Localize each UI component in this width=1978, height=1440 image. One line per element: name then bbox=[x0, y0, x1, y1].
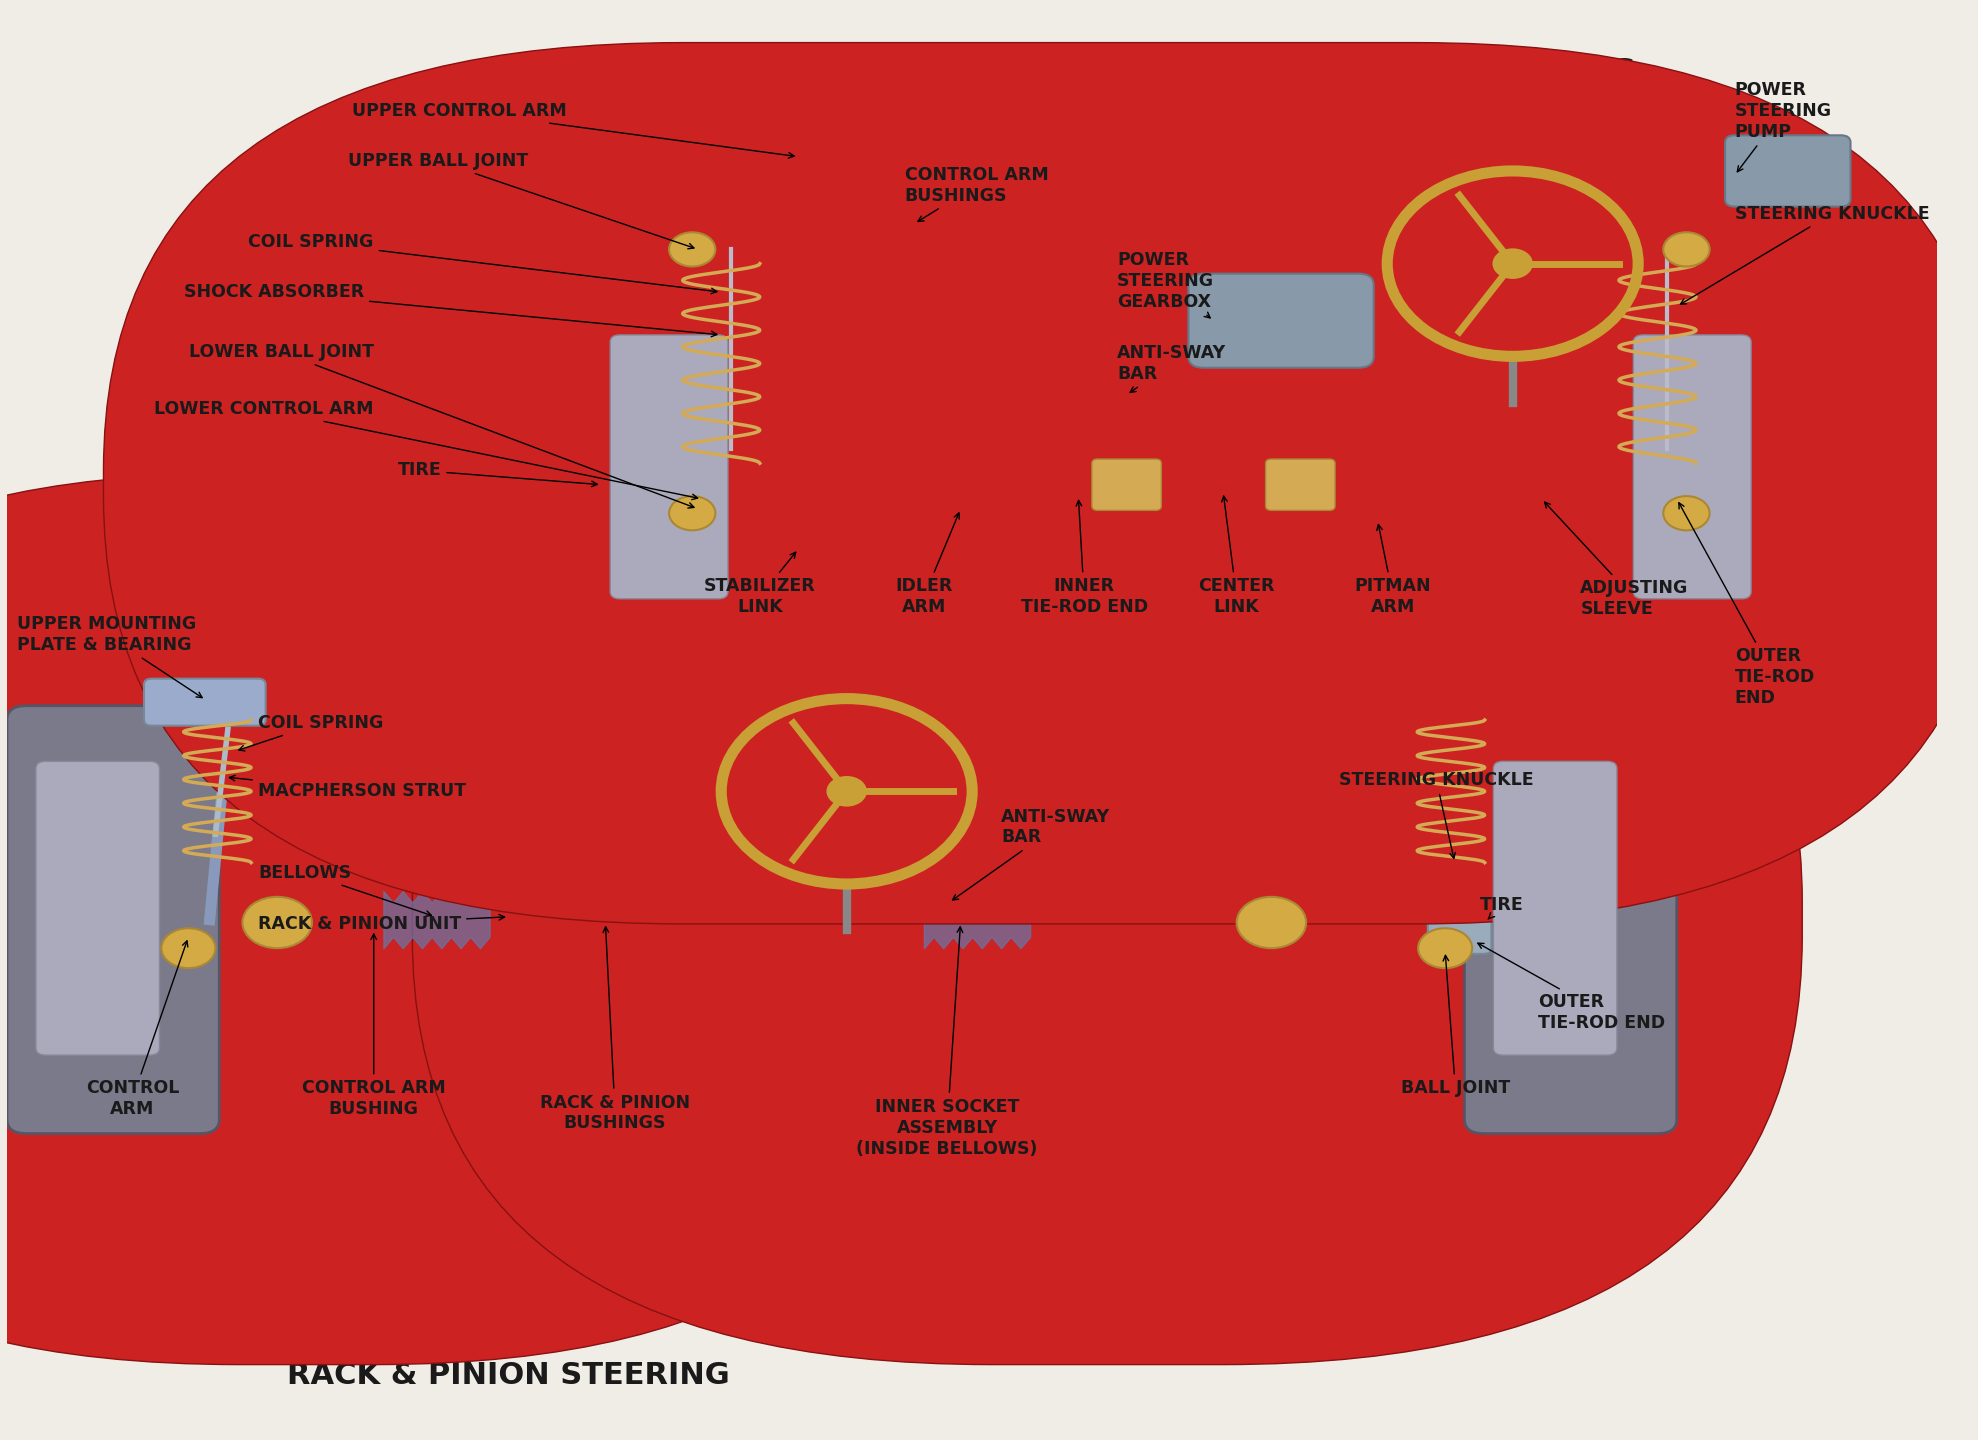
Text: TIRE: TIRE bbox=[398, 461, 597, 487]
Text: ANTI-SWAY
BAR: ANTI-SWAY BAR bbox=[1118, 344, 1226, 392]
FancyBboxPatch shape bbox=[0, 474, 953, 1365]
Text: UPPER BALL JOINT: UPPER BALL JOINT bbox=[348, 153, 694, 249]
FancyBboxPatch shape bbox=[1266, 459, 1335, 510]
FancyBboxPatch shape bbox=[1464, 706, 1677, 1133]
FancyBboxPatch shape bbox=[144, 678, 265, 726]
Text: INNER SOCKET
ASSEMBLY
(INSIDE BELLOWS): INNER SOCKET ASSEMBLY (INSIDE BELLOWS) bbox=[856, 927, 1038, 1158]
Text: UPPER CONTROL ARM: UPPER CONTROL ARM bbox=[352, 102, 793, 158]
FancyBboxPatch shape bbox=[1428, 828, 1491, 953]
Text: LOWER CONTROL ARM: LOWER CONTROL ARM bbox=[154, 400, 698, 500]
Text: STABILIZER
LINK: STABILIZER LINK bbox=[704, 552, 815, 616]
FancyBboxPatch shape bbox=[1189, 274, 1373, 367]
Text: CONTROL ARM
BUSHINGS: CONTROL ARM BUSHINGS bbox=[904, 166, 1048, 222]
Circle shape bbox=[1493, 249, 1531, 278]
Text: CONTROL
ARM: CONTROL ARM bbox=[85, 940, 188, 1119]
Text: ANTI-SWAY
BAR: ANTI-SWAY BAR bbox=[953, 808, 1110, 900]
Text: CONTROL ARM
BUSHING: CONTROL ARM BUSHING bbox=[303, 935, 445, 1119]
Circle shape bbox=[1418, 929, 1472, 968]
Text: SHOCK ABSORBER: SHOCK ABSORBER bbox=[184, 284, 716, 337]
Text: INNER
TIE-ROD END: INNER TIE-ROD END bbox=[1021, 501, 1147, 616]
Text: TIRE: TIRE bbox=[1480, 896, 1523, 919]
Circle shape bbox=[162, 929, 216, 968]
FancyBboxPatch shape bbox=[518, 442, 1658, 527]
FancyBboxPatch shape bbox=[928, 438, 987, 531]
FancyBboxPatch shape bbox=[609, 336, 728, 599]
Text: PITMAN
ARM: PITMAN ARM bbox=[1355, 524, 1432, 616]
Text: CENTER
LINK: CENTER LINK bbox=[1199, 497, 1276, 616]
Circle shape bbox=[829, 778, 866, 805]
Circle shape bbox=[1663, 497, 1709, 530]
FancyBboxPatch shape bbox=[8, 706, 220, 1133]
Text: COIL SPRING: COIL SPRING bbox=[249, 233, 716, 294]
Text: ADJUSTING
SLEEVE: ADJUSTING SLEEVE bbox=[1545, 503, 1689, 618]
FancyBboxPatch shape bbox=[103, 43, 1978, 924]
Text: STEERING KNUCKLE: STEERING KNUCKLE bbox=[1681, 204, 1929, 304]
FancyBboxPatch shape bbox=[411, 474, 1802, 1365]
Text: OUTER
TIE-ROD
END: OUTER TIE-ROD END bbox=[1679, 503, 1816, 707]
Circle shape bbox=[1236, 897, 1305, 948]
FancyBboxPatch shape bbox=[1493, 762, 1616, 1056]
Text: RACK & PINION STEERING: RACK & PINION STEERING bbox=[287, 1361, 730, 1390]
Text: MACPHERSON STRUT: MACPHERSON STRUT bbox=[229, 775, 467, 801]
FancyBboxPatch shape bbox=[1634, 336, 1751, 599]
FancyBboxPatch shape bbox=[582, 292, 783, 677]
Text: POWER
STEERING
PUMP: POWER STEERING PUMP bbox=[1735, 81, 1832, 171]
Text: UPPER MOUNTING
PLATE & BEARING: UPPER MOUNTING PLATE & BEARING bbox=[16, 615, 202, 697]
Text: OUTER
TIE-ROD END: OUTER TIE-ROD END bbox=[1478, 943, 1665, 1031]
FancyBboxPatch shape bbox=[36, 762, 160, 1056]
FancyBboxPatch shape bbox=[1725, 135, 1851, 206]
Text: STEERING KNUCKLE: STEERING KNUCKLE bbox=[1339, 770, 1533, 858]
Text: BELLOWS: BELLOWS bbox=[257, 864, 431, 916]
Circle shape bbox=[669, 232, 716, 266]
Text: POWER
STEERING
GEARBOX: POWER STEERING GEARBOX bbox=[1118, 251, 1214, 318]
Text: PARALLELOGRAM STEERING: PARALLELOGRAM STEERING bbox=[1159, 56, 1636, 86]
Text: IDLER
ARM: IDLER ARM bbox=[896, 513, 959, 616]
Text: RACK & PINION
BUSHINGS: RACK & PINION BUSHINGS bbox=[540, 927, 690, 1132]
FancyBboxPatch shape bbox=[229, 884, 1446, 952]
Text: BALL JOINT: BALL JOINT bbox=[1400, 955, 1509, 1097]
Circle shape bbox=[1663, 232, 1709, 266]
FancyBboxPatch shape bbox=[1092, 459, 1161, 510]
Circle shape bbox=[669, 497, 716, 530]
Text: RACK & PINION UNIT: RACK & PINION UNIT bbox=[257, 914, 504, 933]
Text: COIL SPRING: COIL SPRING bbox=[239, 714, 384, 750]
FancyBboxPatch shape bbox=[1604, 292, 1808, 677]
Circle shape bbox=[243, 897, 313, 948]
Text: LOWER BALL JOINT: LOWER BALL JOINT bbox=[188, 343, 694, 508]
